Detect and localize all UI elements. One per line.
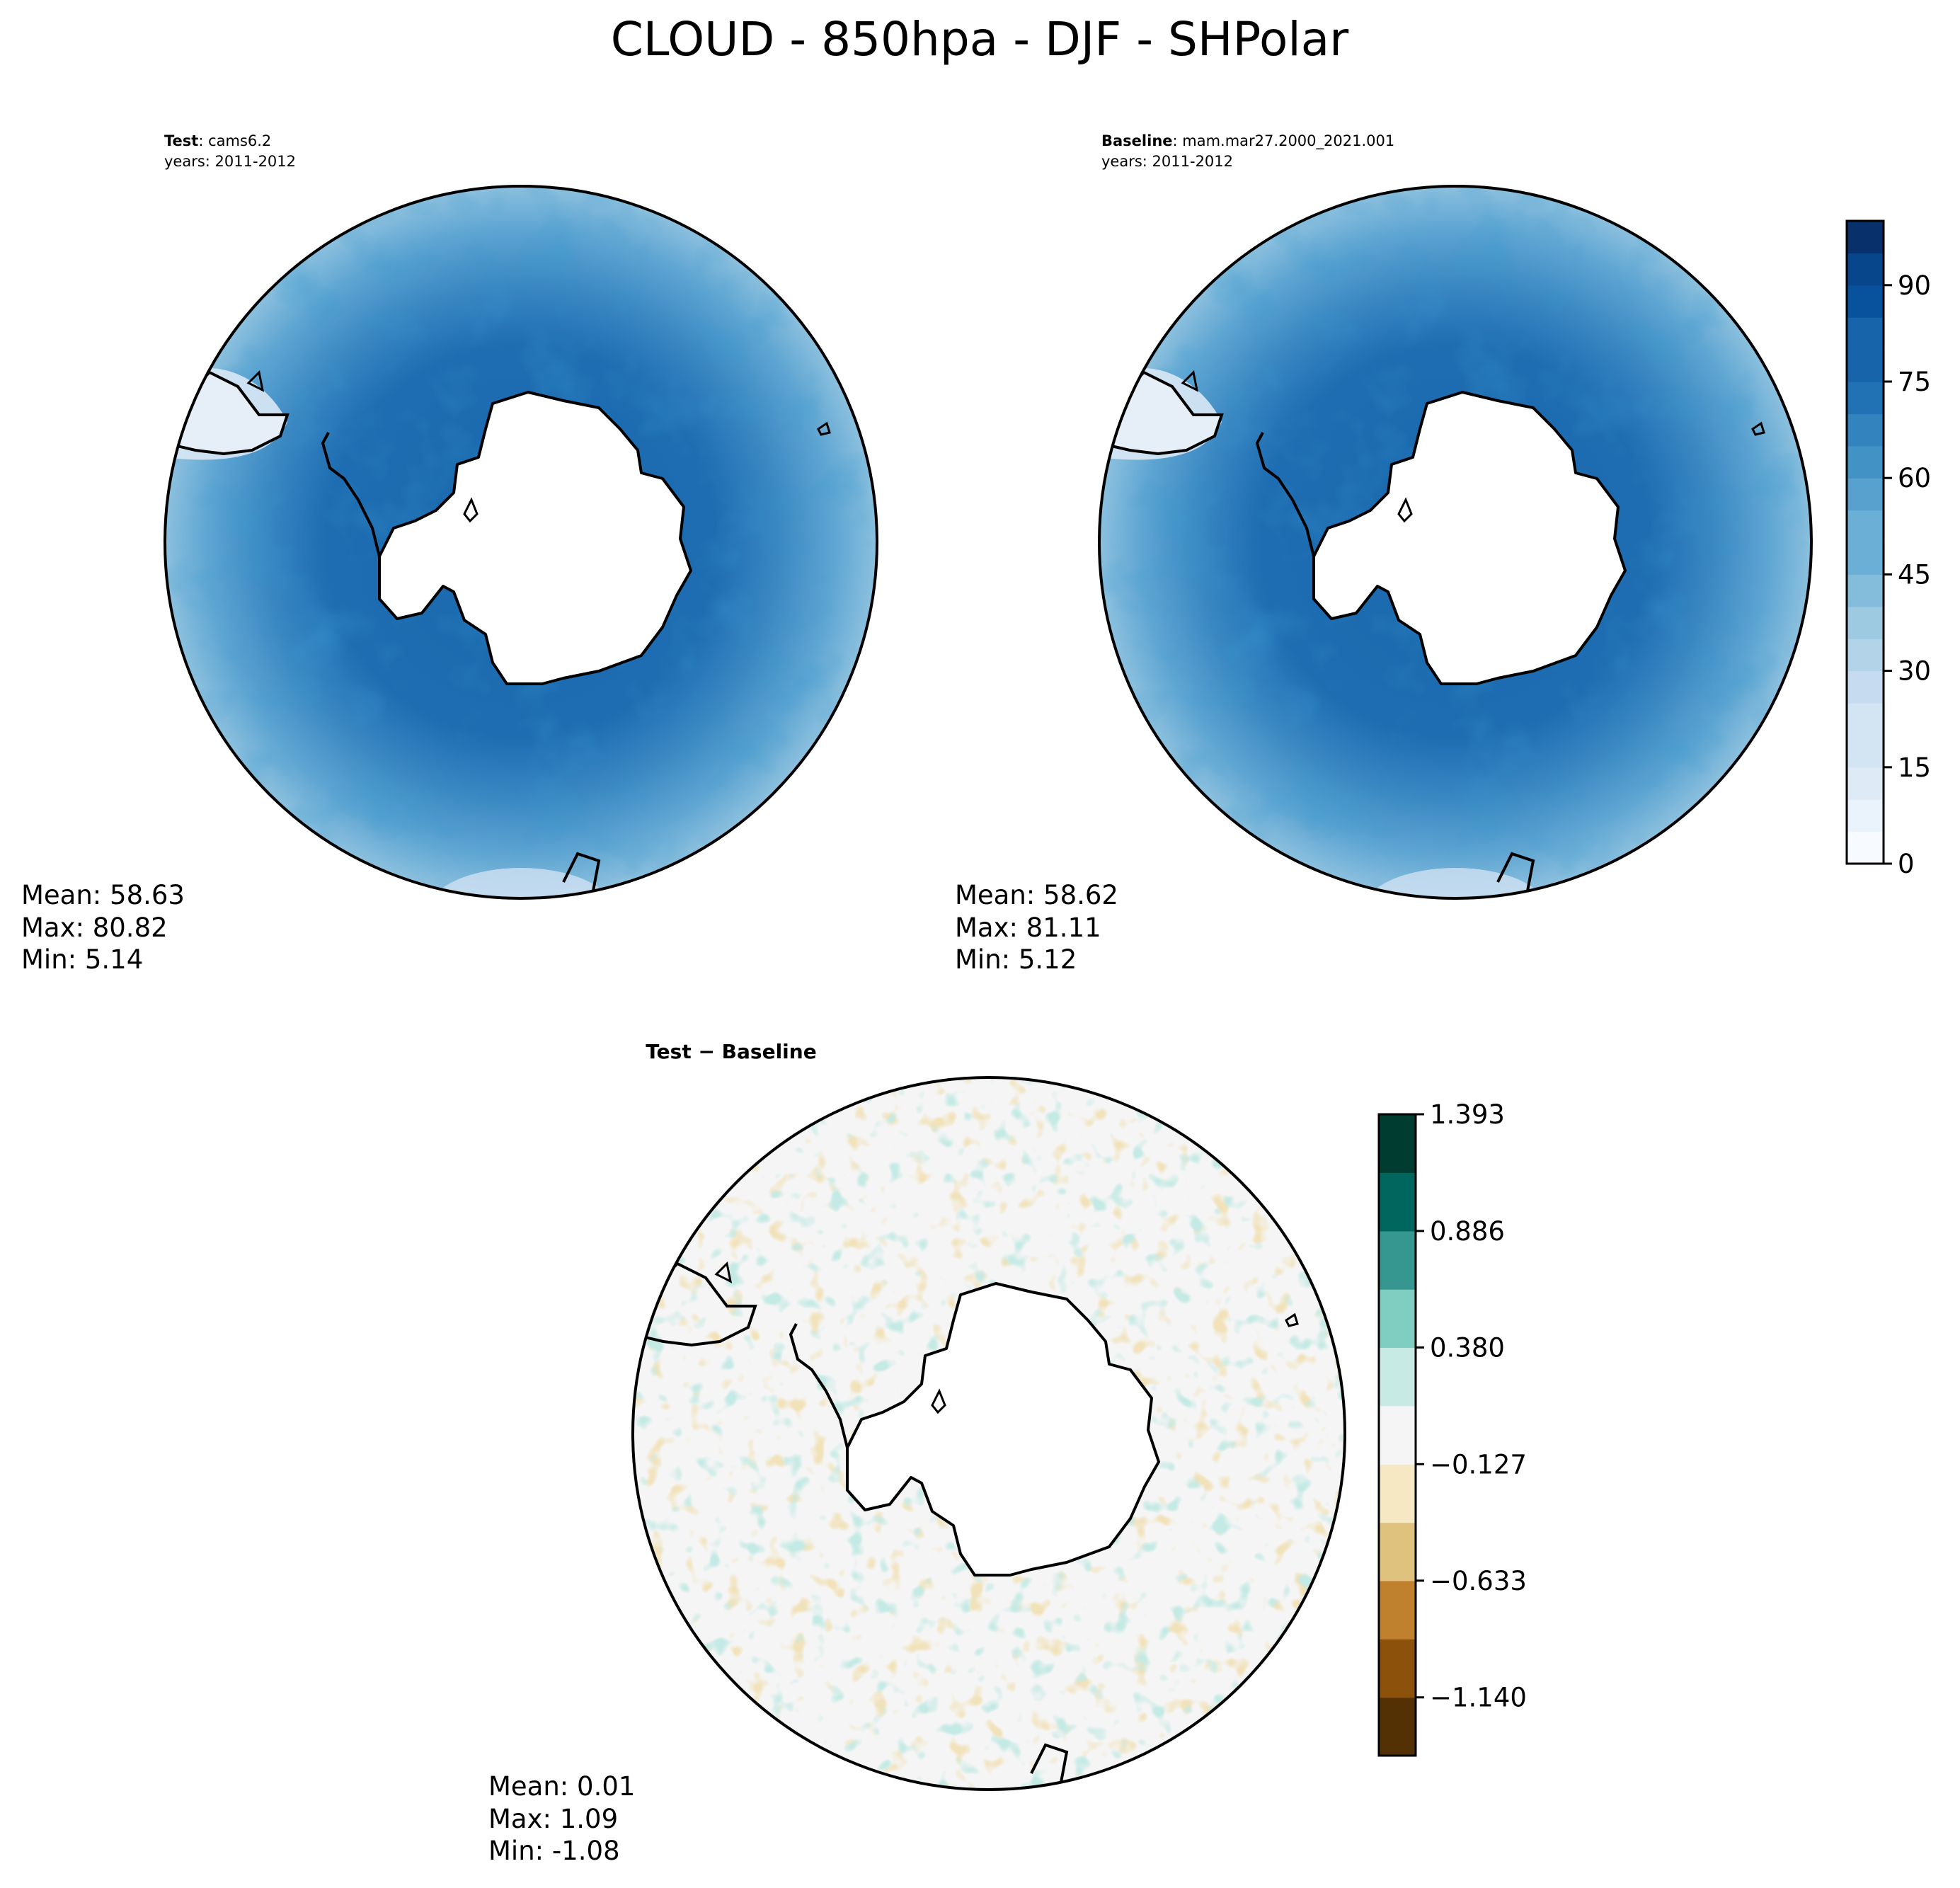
cloud-colorbar-band-15 — [1847, 349, 1884, 382]
cloud-colorbar-tick-label-1: 15 — [1898, 753, 1931, 783]
difference-colorbar-band-3 — [1379, 1522, 1416, 1581]
baseline-island-nz — [1496, 852, 1535, 898]
test-label-rest: : cams6.2 — [198, 132, 271, 149]
cloud-colorbar-band-3 — [1847, 735, 1884, 768]
baseline-stat-mean: Mean: 58.62 — [955, 880, 1118, 910]
difference-colorbar-band-7 — [1379, 1289, 1416, 1349]
cloud-colorbar-band-13 — [1847, 413, 1884, 447]
baseline-label: Baseline: mam.mar27.2000_2021.001 — [1101, 132, 1394, 150]
test-panel: Test: cams6.2 years: 2011-2012 Mean: 58.… — [21, 132, 878, 975]
baseline-panel: Baseline: mam.mar27.2000_2021.001 years:… — [955, 132, 1931, 975]
cloud-colorbar-band-2 — [1847, 767, 1884, 800]
cloud-colorbar-band-19 — [1847, 221, 1884, 253]
cloud-colorbar-tick-label-5: 75 — [1898, 367, 1931, 397]
cloud-colorbar-band-5 — [1847, 670, 1884, 704]
difference-antarctic-peninsula — [789, 1323, 849, 1448]
difference-island-small-c — [931, 1388, 946, 1414]
difference-island-small-b — [1285, 1312, 1299, 1327]
cloud-colorbar-band-8 — [1847, 574, 1884, 607]
baseline-antarctica — [1312, 391, 1627, 685]
difference-colorbar-band-2 — [1379, 1580, 1416, 1640]
test-map — [164, 185, 878, 900]
cloud-colorbar-tick-label-4: 60 — [1898, 463, 1931, 493]
difference-colorbar-band-4 — [1379, 1464, 1416, 1523]
difference-colorbar-tick-label-4: −0.633 — [1430, 1566, 1527, 1596]
cloud-colorbar-band-18 — [1847, 253, 1884, 286]
difference-island-small-a — [714, 1261, 733, 1283]
difference-colorbar-band-5 — [1379, 1405, 1416, 1465]
difference-colorbar-outline — [1377, 1113, 1417, 1757]
test-stat-max: Max: 80.82 — [21, 912, 168, 943]
cloud-colorbar-band-17 — [1847, 285, 1884, 318]
baseline-stat-max: Max: 81.11 — [955, 912, 1101, 943]
test-island-small-a — [246, 370, 265, 392]
cloud-colorbar-band-12 — [1847, 445, 1884, 479]
cloud-colorbar-band-4 — [1847, 703, 1884, 736]
baseline-island-small-b — [1751, 421, 1765, 436]
cloud-colorbar-band-1 — [1847, 799, 1884, 833]
difference-antarctica — [846, 1282, 1160, 1577]
difference-colorbar-band-9 — [1379, 1172, 1416, 1232]
difference-colorbar-band-10 — [1379, 1114, 1416, 1173]
difference-map-border — [631, 1076, 1346, 1791]
difference-colorbar: 1.393 0.886 0.380 −0.127 −0.633 −1.140 — [1377, 1099, 1527, 1757]
difference-colorbar-tick-label-5: −1.140 — [1430, 1683, 1527, 1713]
cloud-colorbar-band-16 — [1847, 317, 1884, 350]
difference-colorbar-band-6 — [1379, 1347, 1416, 1407]
test-antarctic-peninsula — [321, 432, 381, 557]
cloud-colorbar-tick-label-2: 30 — [1898, 656, 1931, 687]
test-low-cloud-bottom — [429, 868, 613, 898]
cloud-colorbar-band-0 — [1847, 831, 1884, 864]
difference-stat-max: Max: 1.09 — [488, 1804, 618, 1834]
test-label: Test: cams6.2 — [164, 132, 271, 149]
baseline-label-rest: : mam.mar27.2000_2021.001 — [1173, 132, 1395, 150]
test-island-small-b — [817, 421, 831, 436]
cloud-colorbar-band-7 — [1847, 606, 1884, 639]
cloud-colorbar-tick-label-6: 90 — [1898, 270, 1931, 301]
difference-colorbar-tick-label-2: 0.380 — [1430, 1332, 1505, 1363]
cloud-colorbar-tick-label-3: 45 — [1898, 559, 1931, 590]
test-island-nz — [562, 852, 601, 898]
test-stat-min: Min: 5.14 — [21, 944, 143, 975]
baseline-map-border — [1098, 185, 1813, 900]
baseline-island-small-a — [1181, 370, 1199, 392]
difference-island-nz — [1030, 1743, 1069, 1790]
difference-stat-mean: Mean: 0.01 — [488, 1771, 635, 1802]
cloud-colorbar-tick-label-0: 0 — [1898, 849, 1915, 879]
baseline-years: years: 2011-2012 — [1101, 153, 1233, 170]
baseline-label-bold: Baseline — [1101, 132, 1173, 149]
test-years: years: 2011-2012 — [164, 153, 296, 170]
cloud-colorbar-band-9 — [1847, 542, 1884, 575]
baseline-stat-min: Min: 5.12 — [955, 944, 1077, 975]
cloud-colorbar-band-6 — [1847, 639, 1884, 672]
difference-title: Test − Baseline — [646, 1040, 816, 1063]
difference-colorbar-band-1 — [1379, 1639, 1416, 1698]
difference-panel: Test − Baseline Mean: 0.01 Max: 1.09 Min… — [488, 1040, 1527, 1866]
baseline-low-cloud-bottom — [1363, 868, 1547, 898]
cloud-colorbar-band-10 — [1847, 510, 1884, 543]
difference-colorbar-band-0 — [1379, 1697, 1416, 1756]
difference-map — [631, 1076, 1346, 1791]
test-label-bold: Test — [164, 132, 198, 149]
difference-colorbar-tick-label-1: 0.886 — [1430, 1216, 1505, 1247]
figure-title: CLOUD - 850hpa - DJF - SHPolar — [611, 12, 1349, 67]
baseline-antarctic-peninsula — [1255, 432, 1315, 557]
difference-stat-min: Min: -1.08 — [488, 1836, 620, 1866]
difference-colorbar-band-8 — [1379, 1230, 1416, 1290]
test-stat-mean: Mean: 58.63 — [21, 880, 185, 910]
difference-colorbar-tick-label-3: −0.127 — [1430, 1449, 1527, 1480]
difference-colorbar-tick-label-0: 1.393 — [1430, 1099, 1505, 1130]
cloud-colorbar-band-11 — [1847, 478, 1884, 511]
cloud-colorbar-outline — [1845, 219, 1885, 865]
baseline-island-small-c — [1397, 497, 1413, 523]
baseline-map — [1098, 185, 1813, 900]
cloud-colorbar: 0 15 30 45 60 75 90 — [1845, 219, 1931, 879]
cloud-colorbar-band-14 — [1847, 382, 1884, 414]
test-map-border — [164, 185, 878, 900]
test-island-small-c — [463, 497, 478, 523]
test-antarctica — [378, 391, 692, 685]
